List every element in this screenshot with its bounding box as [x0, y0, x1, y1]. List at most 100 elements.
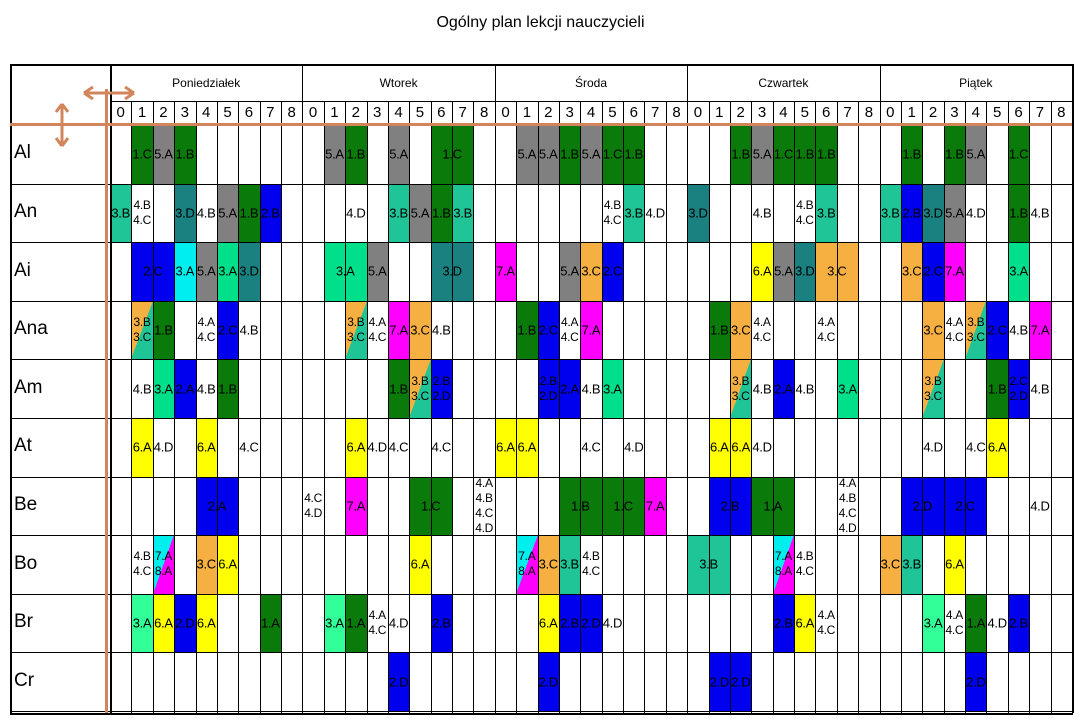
- lesson-cell[interactable]: 3.C: [195, 535, 217, 594]
- lesson-cell[interactable]: 3.A: [1007, 242, 1030, 301]
- lesson-cell[interactable]: 3.B 3.C: [409, 359, 431, 418]
- lesson-cell[interactable]: 3.B: [387, 183, 410, 243]
- lesson-cell[interactable]: 4.C: [431, 418, 452, 477]
- lesson-cell[interactable]: 3.C: [537, 535, 559, 594]
- lesson-cell[interactable]: 3.A: [152, 359, 175, 418]
- lesson-cell[interactable]: 2.B: [900, 183, 923, 243]
- lesson-cell[interactable]: 5.A: [366, 242, 388, 301]
- lesson-cell[interactable]: 4.B 4.C: [794, 184, 815, 243]
- lesson-cell[interactable]: 4.B: [196, 359, 217, 418]
- lesson-cell[interactable]: 5.A: [216, 183, 239, 243]
- lesson-cell[interactable]: 2.D: [174, 593, 196, 653]
- lesson-cell[interactable]: 6.A: [729, 418, 752, 477]
- lesson-cell[interactable]: 7.A: [943, 242, 966, 301]
- lesson-cell[interactable]: 5.A: [943, 183, 966, 243]
- lesson-cell[interactable]: 6.A: [195, 418, 217, 477]
- lesson-cell[interactable]: 3.B 3.C: [922, 359, 944, 418]
- lesson-cell[interactable]: 3.B: [623, 183, 645, 243]
- lesson-cell[interactable]: 3.B: [452, 183, 474, 243]
- lesson-cell[interactable]: 4.B 4.C: [580, 535, 601, 594]
- lesson-cell[interactable]: 6.A: [986, 418, 1008, 477]
- lesson-cell[interactable]: 2.B: [1007, 593, 1030, 653]
- lesson-cell[interactable]: 3.C: [409, 300, 431, 360]
- lesson-cell[interactable]: 2.B: [708, 476, 752, 536]
- lesson-cell[interactable]: 4.B: [1029, 359, 1050, 418]
- lesson-cell[interactable]: 4.C: [388, 418, 409, 477]
- lesson-cell[interactable]: 4.A 4.C: [196, 301, 217, 360]
- lesson-cell[interactable]: 7.A 8.A: [772, 535, 795, 594]
- lesson-cell[interactable]: 4.A 4.C: [944, 594, 965, 653]
- lesson-cell[interactable]: 1.B: [558, 125, 581, 184]
- lesson-cell[interactable]: 5.A: [387, 125, 410, 184]
- lesson-cell[interactable]: 6.A: [794, 593, 816, 653]
- lesson-cell[interactable]: 4.B: [1008, 301, 1029, 360]
- lesson-cell[interactable]: 4.A 4.B 4.C 4.D: [473, 477, 494, 536]
- lesson-cell[interactable]: 7.A 8.A: [516, 535, 538, 594]
- lesson-cell[interactable]: 2.D: [580, 593, 602, 653]
- lesson-cell[interactable]: 5.A: [965, 125, 987, 184]
- lesson-cell[interactable]: 1.C: [1007, 125, 1030, 184]
- lesson-cell[interactable]: 6.A: [409, 535, 431, 594]
- lesson-cell[interactable]: 2.A: [772, 359, 795, 418]
- lesson-cell[interactable]: 4.D: [986, 594, 1008, 653]
- lesson-cell[interactable]: 3.C: [900, 242, 923, 301]
- lesson-cell[interactable]: 1.B: [900, 125, 923, 184]
- lesson-cell[interactable]: 5.A: [558, 242, 581, 301]
- lesson-cell[interactable]: 2.B: [772, 593, 795, 653]
- lesson-cell[interactable]: 1.B: [986, 359, 1008, 418]
- lesson-cell[interactable]: 5.A: [195, 242, 217, 301]
- lesson-cell[interactable]: 5.A: [152, 125, 175, 184]
- lesson-cell[interactable]: 2.B: [558, 593, 581, 653]
- lesson-cell[interactable]: 6.A: [537, 593, 559, 653]
- lesson-cell[interactable]: 4.A 4.C: [367, 301, 388, 360]
- lesson-cell[interactable]: 5.A: [772, 242, 795, 301]
- lesson-cell[interactable]: 6.A: [345, 418, 367, 477]
- lesson-cell[interactable]: 3.D: [174, 183, 196, 243]
- lesson-cell[interactable]: 3.B 3.C: [729, 359, 752, 418]
- lesson-cell[interactable]: 5.A: [409, 183, 431, 243]
- lesson-cell[interactable]: 4.D: [751, 418, 772, 477]
- lesson-cell[interactable]: 3.D: [238, 242, 260, 301]
- lesson-cell[interactable]: 3.D: [922, 183, 944, 243]
- lesson-cell[interactable]: 4.D: [153, 418, 174, 477]
- lesson-cell[interactable]: 2.C: [922, 242, 944, 301]
- lesson-cell[interactable]: 7.A: [1029, 300, 1051, 360]
- lesson-cell[interactable]: 2.A: [558, 359, 581, 418]
- lesson-cell[interactable]: 1.C: [131, 125, 153, 184]
- lesson-cell[interactable]: 4.B 4.C: [794, 535, 815, 594]
- lesson-cell[interactable]: 1.B: [1007, 183, 1030, 243]
- lesson-cell[interactable]: 3.B: [900, 535, 923, 594]
- lesson-cell[interactable]: 1.A: [345, 593, 367, 653]
- lesson-cell[interactable]: 4.B: [238, 301, 259, 360]
- lesson-cell[interactable]: 3.B 3.C: [131, 300, 153, 360]
- lesson-cell[interactable]: 4.A 4.C: [751, 301, 772, 360]
- lesson-cell[interactable]: 1.A: [965, 593, 987, 653]
- lesson-cell[interactable]: 4.B: [751, 184, 772, 243]
- lesson-cell[interactable]: 4.B: [580, 359, 601, 418]
- lesson-cell[interactable]: 1.B: [729, 125, 752, 184]
- lesson-cell[interactable]: 4.D: [965, 184, 986, 243]
- lesson-cell[interactable]: 4.D: [388, 594, 409, 653]
- lesson-cell[interactable]: 2.D: [387, 652, 410, 711]
- lesson-cell[interactable]: 6.A: [751, 242, 773, 301]
- lesson-cell[interactable]: 2.D: [965, 652, 987, 711]
- lesson-cell[interactable]: 2.C: [601, 242, 624, 301]
- lesson-cell[interactable]: 7.A 8.A: [152, 535, 175, 594]
- lesson-cell[interactable]: 2.B 2.D: [430, 359, 453, 418]
- lesson-cell[interactable]: 3.D: [687, 183, 709, 243]
- lesson-cell[interactable]: 7.A: [580, 300, 602, 360]
- lesson-cell[interactable]: 3.A: [174, 242, 196, 301]
- lesson-cell[interactable]: 1.B: [387, 359, 410, 418]
- lesson-cell[interactable]: 4.C 4.D: [302, 477, 323, 536]
- lesson-cell[interactable]: 4.D: [367, 418, 388, 477]
- lesson-cell[interactable]: 4.B: [751, 359, 772, 418]
- lesson-cell[interactable]: 6.A: [131, 418, 153, 477]
- lesson-cell[interactable]: 1.B: [943, 125, 966, 184]
- lesson-cell[interactable]: 1.B: [345, 125, 367, 184]
- lesson-cell[interactable]: 3.A: [323, 593, 346, 653]
- lesson-cell[interactable]: 4.B: [196, 184, 217, 243]
- lesson-cell[interactable]: 4.D: [922, 418, 943, 477]
- lesson-cell[interactable]: 2.D: [537, 652, 559, 711]
- lesson-cell[interactable]: 5.A: [537, 125, 559, 184]
- lesson-cell[interactable]: 3.A: [922, 593, 944, 653]
